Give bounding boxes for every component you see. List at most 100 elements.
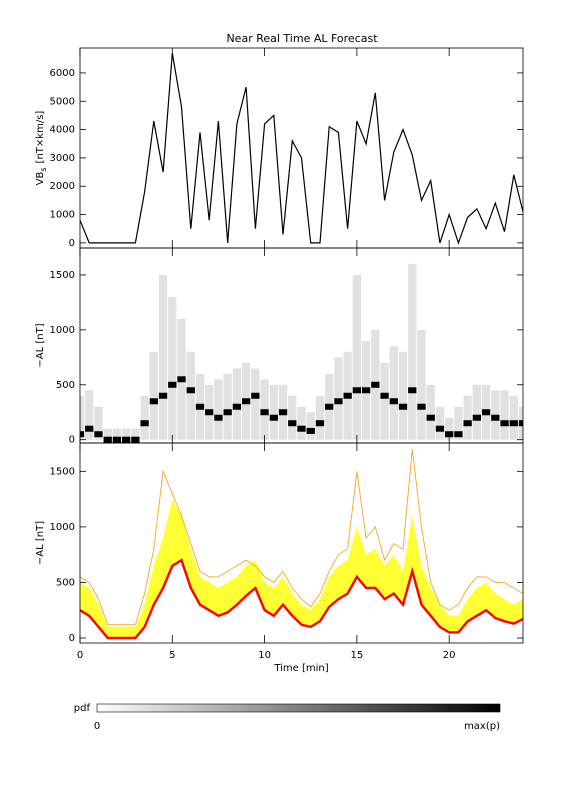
spread-column bbox=[454, 406, 463, 440]
median-cell bbox=[352, 387, 362, 394]
median-cell bbox=[195, 403, 205, 410]
median-cell bbox=[334, 398, 343, 405]
median-cell bbox=[251, 392, 260, 399]
x-tick-label: 5 bbox=[169, 650, 175, 661]
median-cell bbox=[426, 414, 435, 421]
y-axis-label: −AL [nT] bbox=[35, 323, 46, 367]
median-cell bbox=[472, 414, 482, 421]
y-tick-label: 5000 bbox=[50, 96, 75, 107]
spread-column bbox=[140, 395, 149, 440]
median-cell bbox=[288, 420, 297, 427]
y-tick-label: 0 bbox=[69, 238, 75, 249]
plot-area bbox=[80, 449, 523, 640]
spread-column bbox=[269, 384, 278, 440]
y-tick-label: 1500 bbox=[50, 466, 75, 477]
spread-column bbox=[417, 329, 426, 440]
spread-column bbox=[251, 368, 260, 440]
spread-column bbox=[103, 428, 112, 440]
median-cell bbox=[158, 392, 168, 399]
y-tick-label: 3000 bbox=[50, 153, 75, 164]
median-cell bbox=[260, 409, 269, 416]
median-cell bbox=[223, 409, 232, 416]
spread-column bbox=[408, 263, 417, 440]
colorbar-label: pdf bbox=[74, 703, 91, 714]
median-cell bbox=[408, 387, 417, 394]
median-cell bbox=[140, 420, 149, 427]
median-cell bbox=[297, 425, 306, 432]
ensemble-max-line bbox=[80, 449, 523, 626]
spread-column bbox=[168, 296, 177, 440]
median-cell bbox=[371, 381, 380, 388]
plot-area bbox=[80, 263, 523, 443]
spread-column bbox=[149, 351, 158, 440]
y-tick-label: 4000 bbox=[50, 125, 75, 136]
spread-column bbox=[186, 351, 195, 440]
median-cell bbox=[500, 420, 509, 427]
x-tick-label: 15 bbox=[351, 650, 364, 661]
median-cell bbox=[278, 409, 288, 416]
spread-column bbox=[509, 395, 518, 440]
median-cell bbox=[186, 387, 195, 394]
median-cell bbox=[343, 392, 352, 399]
colorbar bbox=[96, 703, 501, 713]
median-cell bbox=[380, 392, 389, 399]
spread-column bbox=[131, 428, 140, 440]
spread-column bbox=[389, 346, 398, 440]
median-cell bbox=[112, 436, 122, 443]
median-cell bbox=[491, 414, 500, 421]
y-tick-label: 1000 bbox=[50, 210, 75, 221]
spread-column bbox=[445, 417, 454, 440]
median-cell bbox=[481, 409, 491, 416]
median-cell bbox=[315, 420, 325, 427]
y-tick-label: 500 bbox=[56, 577, 75, 588]
spread-column bbox=[85, 390, 94, 440]
median-cell bbox=[85, 425, 94, 432]
median-cell bbox=[121, 436, 131, 443]
spread-column bbox=[214, 379, 223, 440]
median-cell bbox=[168, 381, 177, 388]
median-cell bbox=[398, 403, 408, 410]
y-tick-label: 1000 bbox=[50, 522, 75, 533]
median-line bbox=[80, 558, 523, 640]
median-cell bbox=[454, 431, 463, 438]
x-tick-label: 10 bbox=[258, 650, 271, 661]
y-label-unit: [nT×km/s] bbox=[35, 111, 46, 164]
spread-column bbox=[315, 395, 325, 440]
y-tick-label: 500 bbox=[56, 380, 75, 391]
chart-title: Near Real Time AL Forecast bbox=[226, 32, 378, 45]
median-cell bbox=[205, 409, 214, 416]
spread-column bbox=[288, 395, 297, 440]
median-cell bbox=[131, 436, 140, 443]
median-cell bbox=[518, 420, 523, 427]
y-tick-label: 6000 bbox=[50, 68, 75, 79]
median-cell bbox=[306, 427, 315, 434]
y-tick-label: 2000 bbox=[50, 181, 75, 192]
plot-area bbox=[80, 52, 523, 245]
x-tick-label: 0 bbox=[77, 650, 83, 661]
median-cell bbox=[417, 403, 426, 410]
spread-column bbox=[306, 412, 315, 440]
spread-column bbox=[112, 428, 122, 440]
y-label-sub: s bbox=[39, 167, 48, 171]
spread-column bbox=[435, 406, 445, 440]
spread-column bbox=[398, 351, 408, 440]
median-cell bbox=[80, 431, 85, 438]
forecast-band bbox=[80, 499, 523, 638]
median-cell bbox=[149, 398, 158, 405]
x-tick-label: 20 bbox=[443, 650, 456, 661]
spread-column bbox=[121, 428, 131, 440]
y-tick-label: 0 bbox=[69, 633, 75, 644]
spread-column bbox=[500, 390, 509, 440]
vbs-line bbox=[80, 52, 523, 245]
y-tick-label: 1500 bbox=[50, 270, 75, 281]
median-cell bbox=[463, 420, 472, 427]
y-axis-label: VBs [nT×km/s] bbox=[35, 111, 48, 186]
median-cell bbox=[94, 431, 103, 438]
panel-frame bbox=[79, 442, 524, 644]
x-axis-label: Time [min] bbox=[273, 663, 328, 674]
median-cell bbox=[232, 403, 242, 410]
colorbar-max: max(p) bbox=[464, 721, 500, 732]
spread-column bbox=[463, 395, 472, 440]
spread-column bbox=[380, 362, 389, 440]
